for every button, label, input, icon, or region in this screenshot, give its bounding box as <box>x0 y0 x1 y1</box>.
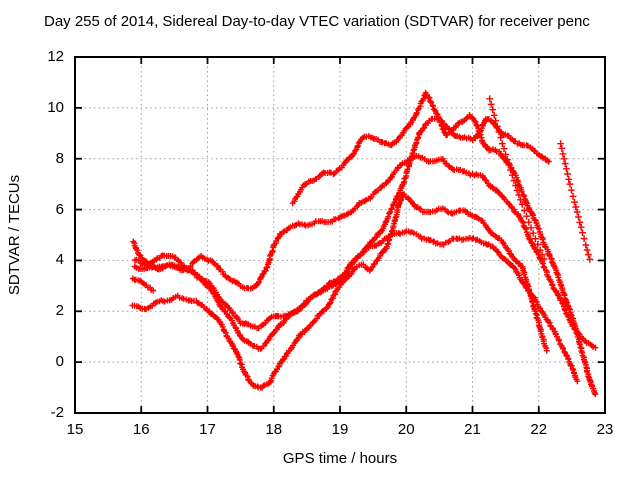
y-axis-label: SDTVAR / TECUs <box>6 174 23 296</box>
x-tick-label: 20 <box>397 421 415 438</box>
x-tick-label: 17 <box>199 421 216 438</box>
x-tick-label: 21 <box>464 421 481 438</box>
chart-title: Day 255 of 2014, Sidereal Day-to-day VTE… <box>44 13 590 30</box>
y-tick-label: 0 <box>55 353 64 371</box>
y-tick-label: 10 <box>47 98 64 116</box>
x-tick-label: 18 <box>265 421 283 438</box>
axis-ticks <box>74 56 606 414</box>
y-tick-label: 12 <box>47 48 64 65</box>
y-tick-label: 6 <box>55 200 64 218</box>
y-tick-label: 2 <box>55 302 64 320</box>
x-tick-label: 15 <box>66 421 84 438</box>
y-tick-label: 4 <box>55 251 64 269</box>
x-tick-label: 23 <box>596 421 614 438</box>
x-tick-label: 19 <box>331 421 349 438</box>
series-pass-1 <box>129 191 550 391</box>
x-tick-label: 16 <box>132 421 150 438</box>
y-tick-label: 8 <box>55 149 64 167</box>
y-tick-label: -2 <box>50 404 64 421</box>
series-pass-4 <box>132 152 599 351</box>
grid-lines <box>75 57 605 413</box>
series-pass-5 <box>130 228 581 385</box>
series-pass-8 <box>557 140 594 263</box>
data-series <box>129 89 599 398</box>
plot-border <box>74 56 606 414</box>
series-pass-6 <box>129 275 157 294</box>
series-pass-3 <box>289 89 552 207</box>
series-pass-7 <box>486 95 548 263</box>
x-axis-label: GPS time / hours <box>282 450 398 467</box>
x-tick-label: 22 <box>530 421 548 438</box>
series-pass-2 <box>131 112 599 398</box>
